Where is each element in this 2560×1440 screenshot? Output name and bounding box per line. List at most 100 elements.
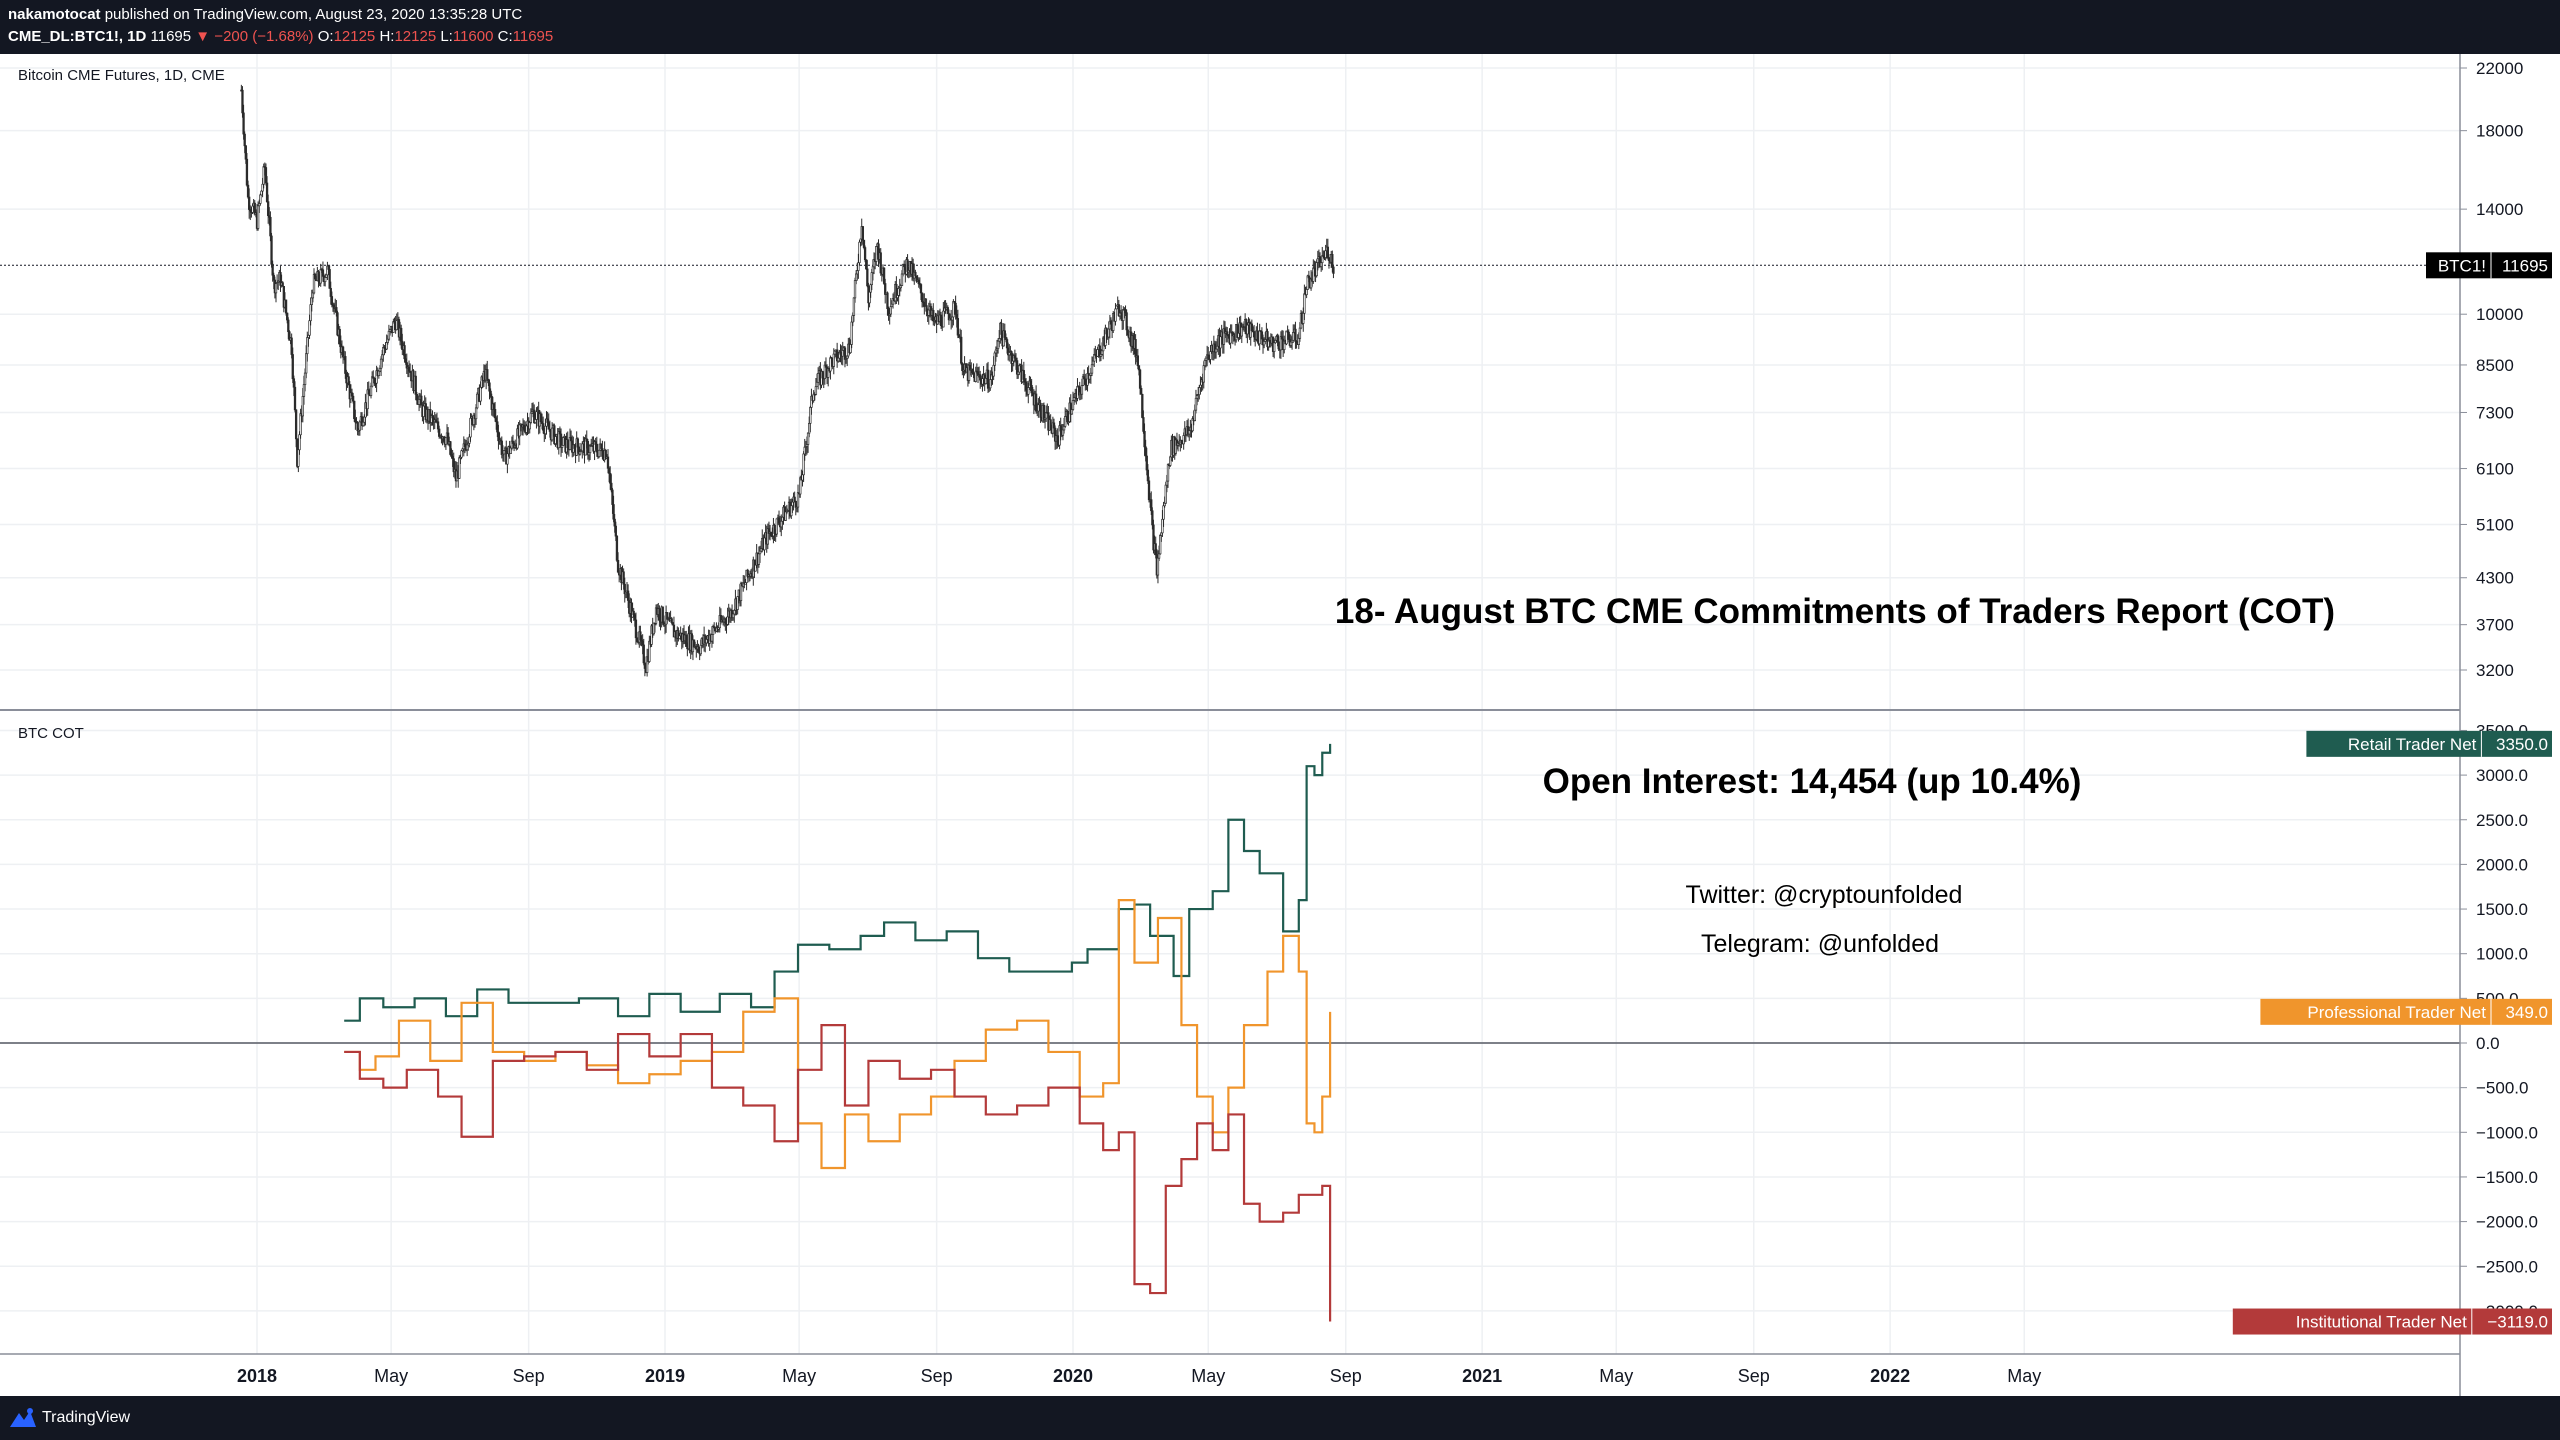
- candle-body: [261, 183, 264, 192]
- candle-body: [1327, 257, 1331, 262]
- candle-body: [833, 350, 837, 355]
- candle-body: [710, 634, 714, 642]
- candle-body: [1250, 323, 1253, 332]
- candle-body: [816, 372, 820, 383]
- candle-body: [588, 445, 592, 454]
- candle-body: [998, 338, 1001, 342]
- cot-tick-label: 1500.0: [2476, 900, 2528, 919]
- candle-body: [600, 443, 603, 449]
- candle-body: [1143, 431, 1146, 448]
- candle-body: [1294, 328, 1297, 342]
- candle-body: [511, 440, 515, 444]
- candle-body: [1216, 345, 1219, 350]
- candle-body: [1049, 419, 1052, 430]
- candle-body: [796, 492, 800, 508]
- candle-body: [385, 342, 388, 350]
- candle-body: [897, 288, 900, 296]
- candle-body: [882, 267, 886, 284]
- candle-body: [1114, 308, 1117, 322]
- candle-body: [558, 431, 562, 435]
- candle-body: [1141, 393, 1144, 418]
- candle-body: [509, 447, 512, 454]
- candle-body: [1013, 355, 1017, 359]
- candle-body: [843, 347, 847, 360]
- candle-body: [1198, 387, 1201, 396]
- candle-body: [292, 378, 296, 388]
- cot-tick-label: −1500.0: [2476, 1168, 2538, 1187]
- candle-body: [594, 441, 597, 445]
- candle-body: [291, 354, 294, 380]
- price-tick-label: 6100: [2476, 460, 2514, 479]
- candle-body: [670, 618, 673, 623]
- candle-body: [377, 370, 380, 376]
- candle-body: [341, 346, 345, 358]
- author-name[interactable]: nakamotocat: [8, 6, 101, 23]
- close-value: 11695: [512, 28, 554, 45]
- candle-body: [1122, 309, 1125, 321]
- last-price-tag-value: 11695: [2502, 256, 2548, 275]
- candle-body: [886, 292, 889, 310]
- candle-body: [381, 354, 384, 360]
- open-value: 12125: [333, 28, 376, 45]
- high-value: 12125: [394, 28, 437, 45]
- candle-body: [1142, 417, 1145, 432]
- candle-body: [1027, 387, 1030, 395]
- candle-body: [956, 318, 960, 336]
- candle-body: [246, 184, 250, 198]
- candle-body: [850, 321, 853, 345]
- time-axis[interactable]: 2018 May Sep 2019 May Sep 2020 May Sep 2021 May Sep…: [237, 1366, 2041, 1386]
- candle-body: [1147, 480, 1151, 501]
- chart-area[interactable]: 3200 3700 4300 5100 6100 7300 8500 10000 14000 18…: [0, 54, 2560, 1396]
- candle-body: [243, 133, 246, 147]
- candle-body: [1011, 360, 1014, 364]
- candle-body: [460, 450, 463, 458]
- price-axis[interactable]: 3200 3700 4300 5100 6100 7300 8500 10000 14000 18…: [2460, 59, 2523, 680]
- candle-body: [386, 338, 389, 343]
- candle-body: [1146, 469, 1150, 482]
- time-tick-label: 2018: [237, 1366, 277, 1386]
- candle-body: [458, 457, 461, 479]
- candle-body: [404, 358, 407, 363]
- low-label: L:: [440, 28, 453, 45]
- candle-body: [465, 444, 469, 451]
- candle-body: [757, 553, 761, 565]
- twitter-annotation: Twitter: @cryptounfolded: [1686, 881, 1963, 909]
- candle-body: [1193, 409, 1196, 421]
- candle-body: [1024, 381, 1028, 391]
- institutional-trader-net-tag-label: Institutional Trader Net: [2296, 1313, 2467, 1332]
- candle-body: [802, 453, 805, 476]
- candle-body: [846, 355, 849, 359]
- candle-body: [1298, 327, 1302, 339]
- candle-body: [1229, 331, 1232, 344]
- candle-body: [1084, 378, 1087, 385]
- candle-body: [914, 271, 917, 277]
- candle-body: [857, 262, 860, 271]
- candle-body: [1240, 326, 1243, 337]
- candle-body: [906, 259, 909, 273]
- time-tick-label: May: [2007, 1366, 2041, 1386]
- candle-body: [871, 266, 875, 273]
- tradingview-logo-icon[interactable]: [8, 1407, 38, 1429]
- candle-body: [244, 145, 247, 160]
- publish-date: published on TradingView.com, August 23,…: [104, 6, 523, 23]
- candle-body: [611, 489, 614, 505]
- candle-body: [488, 382, 491, 392]
- candle-body: [626, 590, 630, 601]
- candle-body: [1188, 430, 1191, 435]
- footer-brand[interactable]: TradingView: [42, 1409, 131, 1426]
- candle-body: [576, 438, 579, 448]
- candle-body: [622, 571, 625, 585]
- candle-body: [329, 288, 332, 297]
- cot-tick-label: −500.0: [2476, 1079, 2528, 1098]
- grid: [0, 54, 2460, 1354]
- high-label: H:: [379, 28, 395, 45]
- candle-body: [643, 662, 647, 669]
- candle-body: [1144, 446, 1147, 457]
- candle-body: [1209, 351, 1212, 360]
- candle-body: [241, 89, 244, 114]
- candle-body: [1276, 336, 1279, 343]
- cot-tick-label: −1000.0: [2476, 1123, 2538, 1142]
- candle-body: [1091, 360, 1095, 366]
- candle-body: [758, 550, 762, 555]
- retail-trader-net-line: [344, 743, 1332, 1022]
